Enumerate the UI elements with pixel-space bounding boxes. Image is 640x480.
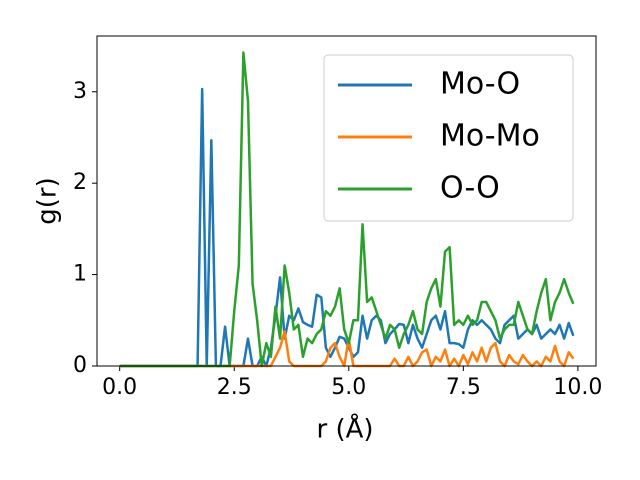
x-tick-label: 5.0 [331,375,366,400]
plot-frame [96,35,597,367]
legend-label: Mo-Mo [440,119,540,154]
x-axis-label: r (Å) [316,413,373,445]
y-tick-label: 3 [73,79,87,104]
legend-label: O-O [440,171,500,206]
y-axis-label: g(r) [33,177,63,224]
y-tick-label: 1 [73,262,87,287]
y-tick-label: 2 [73,170,87,195]
legend-box [323,54,574,222]
x-tick-label: 7.5 [446,375,481,400]
x-tick-label: 2.5 [217,375,252,400]
legend-label: Mo-O [440,67,520,102]
y-tick-label: 0 [73,353,87,378]
x-tick-label: 10.0 [553,375,602,400]
x-tick-label: 0.0 [102,375,137,400]
